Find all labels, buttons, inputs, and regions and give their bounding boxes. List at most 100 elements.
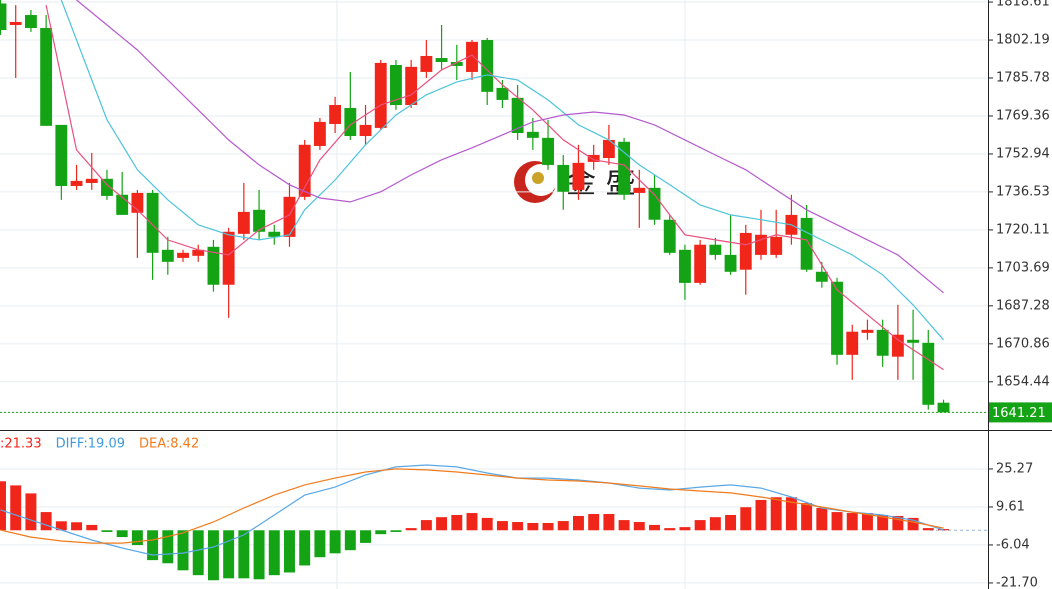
candle-body	[694, 244, 707, 283]
candle-body	[70, 180, 83, 186]
y-tick-label: 1670.86	[996, 336, 1050, 351]
macd-bar	[344, 530, 356, 551]
candle-body	[922, 342, 935, 405]
macd-bar	[618, 520, 630, 531]
macd-bar	[329, 530, 341, 554]
y-tick-label: 1687.28	[996, 298, 1050, 313]
candle-body	[679, 249, 691, 283]
macd-bar	[740, 507, 752, 531]
candle-body	[937, 402, 950, 413]
candle-body	[511, 97, 524, 134]
line	[0, 464, 944, 556]
candle-body	[131, 192, 144, 213]
candle-body	[161, 249, 174, 262]
last-price-label: 1641.21	[992, 406, 1046, 421]
macd-bar	[892, 515, 904, 531]
macd-bar	[207, 530, 219, 581]
candle-body	[435, 58, 448, 62]
y-tick-label: 1736.53	[996, 184, 1050, 199]
candle-body	[526, 131, 539, 138]
macd-bar	[451, 514, 463, 531]
candle-body	[542, 137, 554, 165]
macd-bar	[314, 530, 326, 558]
y-tick-label: 1654.44	[996, 374, 1050, 389]
macd-bar	[588, 514, 600, 531]
macd-bar	[466, 513, 478, 531]
macd-bar	[405, 528, 417, 531]
macd-bar	[177, 530, 189, 571]
candle-body	[374, 62, 387, 128]
candle-body	[237, 211, 250, 234]
macd-bar	[694, 520, 706, 531]
candle-body	[344, 108, 357, 137]
macd-bar	[755, 499, 767, 531]
candle-body	[313, 121, 326, 146]
macd-bar	[922, 528, 934, 531]
candle-body	[283, 196, 296, 237]
line	[45, 4, 944, 371]
candle-body	[907, 339, 920, 343]
macd-bar	[192, 530, 204, 576]
macd-bar	[861, 513, 873, 531]
y-tick-label: 1752.94	[996, 146, 1050, 161]
line	[60, 0, 944, 341]
macd-bar	[101, 530, 113, 532]
macd-bar	[147, 530, 159, 561]
macd-bar	[223, 530, 235, 579]
candle-body	[40, 27, 53, 126]
macd-bar	[481, 517, 493, 531]
candle-body	[0, 3, 7, 31]
macd-bar	[496, 521, 508, 531]
macd-bar	[633, 522, 645, 531]
candle-body	[633, 187, 646, 193]
candle-body	[618, 141, 631, 195]
candle-body	[420, 55, 433, 72]
candle-body	[329, 105, 342, 124]
macd-bar	[877, 514, 889, 531]
macd-bar	[846, 513, 858, 531]
candle-body	[481, 40, 494, 92]
macd-bar	[55, 521, 67, 531]
legend-label: DEA:8.42	[139, 437, 199, 452]
candle-body	[116, 194, 129, 215]
macd-bar	[649, 524, 660, 531]
candle-body	[587, 154, 600, 162]
candle-body	[192, 249, 205, 256]
macd-bar	[71, 522, 83, 531]
y-tick-label: -6.04	[996, 537, 1030, 552]
macd-bar	[816, 507, 828, 531]
candle-body	[390, 64, 402, 106]
candle-body	[709, 244, 722, 255]
legend-label: DIFF:19.09	[56, 437, 125, 452]
y-tick-label: 25.27	[996, 461, 1033, 476]
candle-body	[846, 331, 859, 355]
y-tick-label: 1818.61	[996, 0, 1050, 10]
candle-body	[24, 15, 37, 28]
candle-body	[572, 162, 585, 190]
candle-body	[268, 231, 281, 237]
macd-bar	[360, 530, 372, 543]
macd-bar	[831, 512, 843, 531]
candle-body	[815, 271, 828, 282]
candle-body	[101, 178, 113, 196]
macd-bar	[725, 514, 737, 531]
candle-body	[557, 164, 570, 192]
candle-body	[496, 87, 509, 100]
macd-bar	[770, 497, 782, 531]
y-tick-label: 9.61	[996, 499, 1025, 514]
macd-bar	[40, 512, 52, 531]
candle-body	[55, 124, 68, 186]
y-tick-label: -21.70	[996, 575, 1038, 589]
candle-body	[298, 144, 311, 197]
candle-body	[770, 236, 783, 255]
macd-bar	[709, 517, 721, 531]
candle-body	[724, 254, 737, 272]
macd-bar	[375, 530, 387, 535]
macd-bar	[420, 520, 432, 531]
candle-body	[663, 219, 676, 253]
macd-bar	[10, 485, 22, 531]
macd-bar	[162, 530, 174, 564]
macd-bar	[238, 530, 250, 579]
candle-body	[876, 329, 889, 356]
